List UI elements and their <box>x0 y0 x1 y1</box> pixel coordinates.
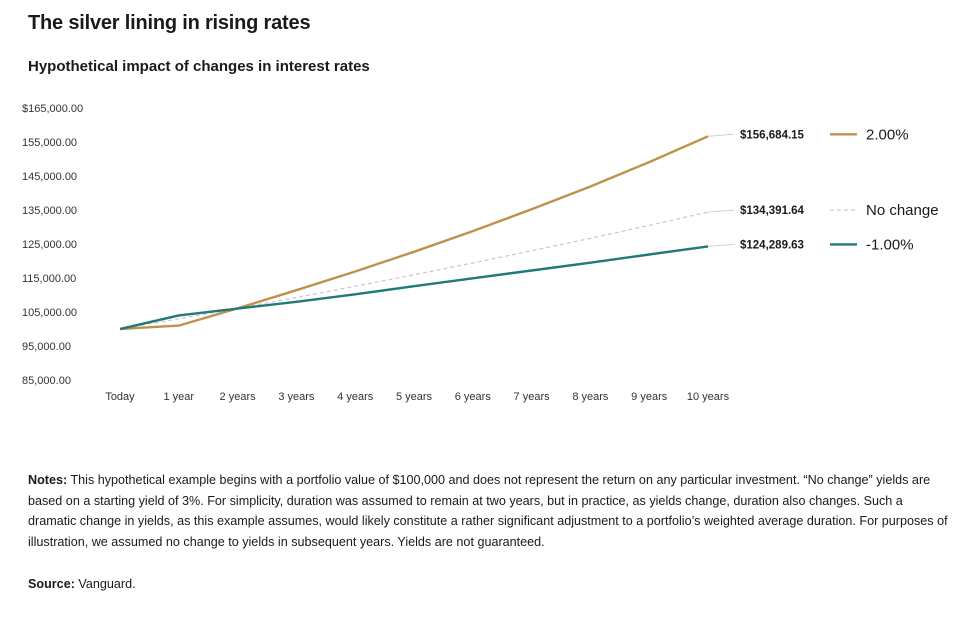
x-tick-label: 5 years <box>396 391 433 403</box>
line-chart: $165,000.00 155,000.00 145,000.00 135,000.0… <box>22 103 939 403</box>
legend-label: No change <box>866 202 939 219</box>
x-tick-label: 9 years <box>631 391 668 403</box>
x-tick-label: Today <box>105 391 135 403</box>
end-value-label: $124,289.63 <box>740 239 804 251</box>
end-connector <box>707 243 735 247</box>
y-tick-label: 115,000.00 <box>22 273 76 285</box>
source-line: Source: Vanguard. <box>28 577 136 591</box>
legend-label: -1.00% <box>866 236 914 253</box>
x-tick-label: 7 years <box>514 391 551 403</box>
x-tick-label: 6 years <box>455 391 492 403</box>
notes-text: This hypothetical example begins with a … <box>28 473 948 549</box>
chart-title: The silver lining in rising rates <box>28 12 311 34</box>
x-tick-label: 2 years <box>220 391 257 403</box>
y-tick-label: $165,000.00 <box>22 103 83 115</box>
end-value-label: $156,684.15 <box>740 129 805 141</box>
chart-subtitle: Hypothetical impact of changes in intere… <box>28 58 370 75</box>
y-tick-label: 135,000.00 <box>22 205 77 217</box>
y-tick-label: 125,000.00 <box>22 239 77 251</box>
notes-label: Notes: <box>28 473 68 487</box>
y-tick-label: 95,000.00 <box>22 341 71 353</box>
x-tick-label: 10 years <box>687 391 730 403</box>
y-tick-label: 105,000.00 <box>22 307 77 319</box>
legend-label: 2.00% <box>866 126 909 143</box>
y-tick-label: 85,000.00 <box>22 375 71 387</box>
x-tick-label: 8 years <box>572 391 609 403</box>
series-line-2 <box>119 245 709 331</box>
end-connector <box>707 209 735 213</box>
source-text: Vanguard. <box>74 577 136 591</box>
x-tick-label: 3 years <box>278 391 315 403</box>
series-line-0 <box>119 135 709 331</box>
end-value-label: $134,391.64 <box>740 205 805 217</box>
y-tick-label: 145,000.00 <box>22 171 77 183</box>
notes-paragraph: Notes: This hypothetical example begins … <box>28 470 948 552</box>
source-label: Source: <box>28 577 75 591</box>
end-connector <box>707 133 735 137</box>
y-tick-label: 155,000.00 <box>22 137 77 149</box>
x-tick-label: 4 years <box>337 391 374 403</box>
x-tick-label: 1 year <box>164 391 195 403</box>
